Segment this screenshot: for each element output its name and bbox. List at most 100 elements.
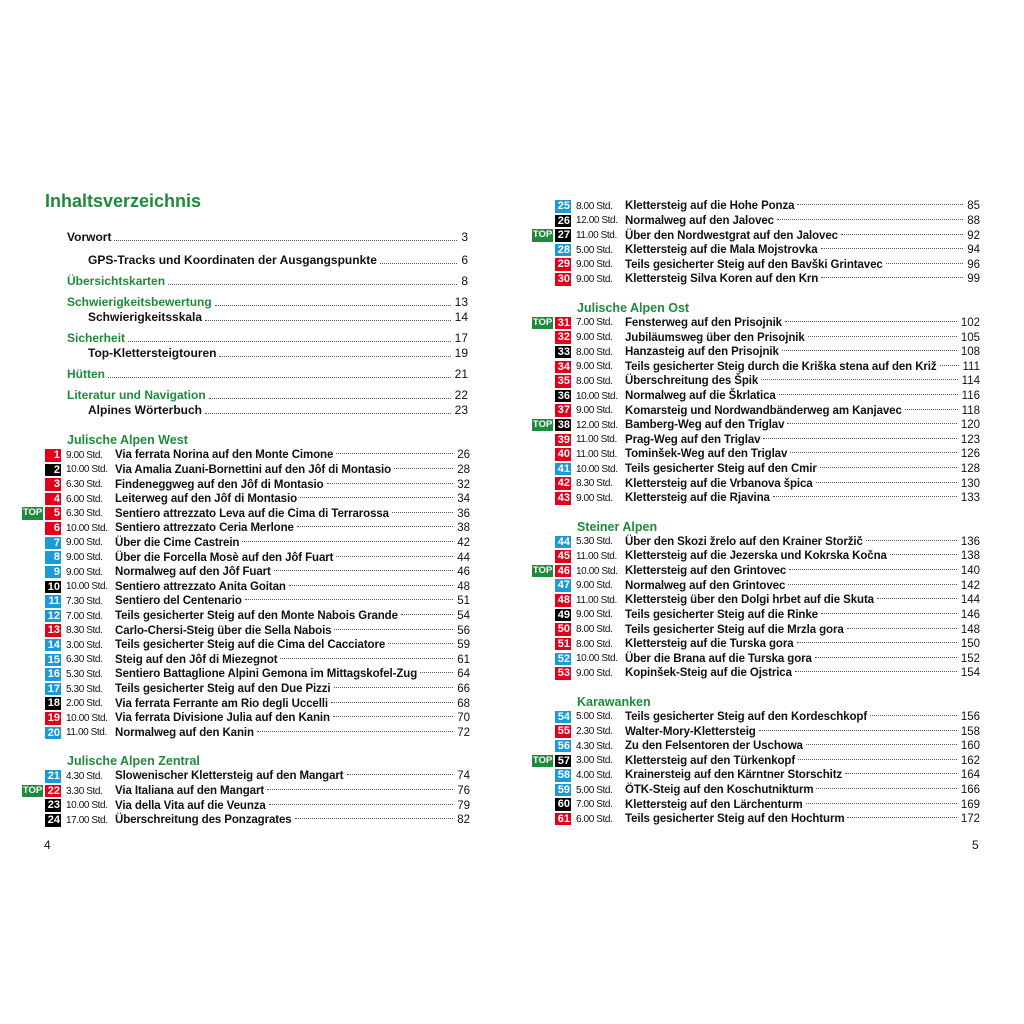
route-page: 28 [457,463,470,476]
route-title: Über die Cime Castrein [115,536,240,549]
route-title: Findeneggweg auf den Jôf di Montasio [115,478,324,491]
route-title: Teils gesicherter Steig auf die Cima del… [115,639,386,652]
route-entry: 36 10.00 Std. Normalweg auf die Škrlatica 1… [555,389,980,404]
entry-page: 13 [454,295,468,309]
entry-title: Alpines Wörterbuch [88,403,203,417]
route-page: 96 [967,258,980,271]
route-number: 36 [555,389,571,403]
route-time: 3.00 Std. [576,755,613,767]
region: Julische Alpen West 1 9.00 Std. Via ferrata… [22,432,470,740]
route-time: 5.30 Std. [66,668,103,680]
route-entry: TOP 57 3.00 Std. Klettersteig auf den Türke… [532,754,980,769]
route-entry: 51 8.00 Std. Klettersteig auf die Turska g… [555,637,980,652]
route-number: 34 [555,360,571,374]
route-time: 10.00 Std. [66,464,108,476]
leader-dots [870,714,957,716]
route-page: 85 [967,200,980,213]
leader-dots [326,482,454,484]
route-title: Sentiero Battaglione Alpini Gemona im Mi… [115,668,418,681]
leader-dots [394,467,454,469]
route-entry: 59 5.00 Std. ÖTK-Steig auf den Koschutnikt… [555,783,980,798]
route-time: 4.00 Std. [576,769,613,781]
leader-dots [242,540,454,542]
route-number: 51 [555,637,571,651]
route-entry: 13 8.30 Std. Carlo-Chersi-Steig über die S… [45,623,470,638]
route-time: 6.30 Std. [66,508,103,520]
route-title: Über die Brana auf die Turska gora [625,652,812,665]
route-entry: TOP 22 3.30 Std. Via Italiana auf den Manga… [22,784,470,799]
route-title: Via ferrata Ferrante am Rio degli Uccell… [115,697,328,710]
route-time: 2.00 Std. [66,698,103,710]
route-page: 128 [960,463,980,476]
route-number: 44 [555,535,571,549]
route-entry: 49 9.00 Std. Teils gesicherter Steig auf d… [555,608,980,623]
route-title: Klettersteig Silva Koren auf den Krn [625,273,819,286]
route-title: Normalweg auf den Kanin [115,726,254,739]
leader-dots [208,398,451,399]
route-entry: 50 8.00 Std. Teils gesicherter Steig auf d… [555,622,980,637]
route-entry: 45 11.00 Std. Klettersteig auf die Jezersk… [555,549,980,564]
route-number: 45 [555,550,571,563]
route-number: 5 [45,507,61,520]
front-section: Schwierigkeitsbewertung 13 Schwierigkeitss… [67,293,468,324]
route-title: Carlo-Chersi-Steig über die Sella Nabois [115,624,332,637]
route-entry: 29 9.00 Std. Teils gesicherter Steig auf d… [555,257,980,272]
route-page: 99 [967,273,980,286]
route-page: 74 [457,770,470,783]
route-time: 17.00 Std. [66,814,108,826]
route-page: 34 [457,493,470,506]
route-page: 111 [962,360,980,373]
route-title: Klettersteig auf die Vrbanova špica [625,477,813,490]
page-number: 5 [972,838,979,852]
entry-title: Sicherheit [67,331,126,345]
route-entry: 37 9.00 Std. Komarsteig und Nordwandbänder… [555,403,980,418]
leader-dots [797,204,964,206]
route-title: Prag-Weg auf den Triglav [625,433,761,446]
route-time: 3.00 Std. [66,639,103,651]
right-route-list: 25 8.00 Std. Klettersteig auf die Hohe Pon… [532,199,980,827]
route-entry: 54 5.00 Std. Teils gesicherter Steig auf d… [555,710,980,725]
route-entry: 60 7.00 Std. Klettersteig auf den Lärchent… [555,797,980,812]
route-page: 79 [457,799,470,812]
route-entry: 15 6.30 Std. Steig auf den Jôf di Miezegno… [45,653,470,668]
route-number: 13 [45,624,61,637]
route-entry: 44 5.30 Std. Über den Skozi žrelo auf den … [555,535,980,550]
toc-entry: Schwierigkeitsbewertung 13 [67,293,468,309]
route-entry: 41 10.00 Std. Teils gesicherter Steig auf … [555,462,980,477]
route-page: 146 [960,608,980,621]
route-page: 46 [457,566,470,579]
route-number: 33 [555,345,571,359]
leader-dots [847,817,957,819]
leader-dots [820,248,964,250]
route-entry: 4 6.00 Std. Leiterweg auf den Jôf di Monta… [45,492,470,507]
leader-dots [788,583,957,585]
route-number: 41 [555,462,571,476]
leader-dots [214,305,451,306]
route-time: 6.30 Std. [66,479,103,491]
route-number: 56 [555,739,571,753]
route-title: Überschreitung des Ponzagrates [115,814,292,827]
route-title: Klettersteig auf die Jezerska und Kokrsk… [625,550,887,563]
route-page: 172 [960,813,980,826]
route-number: 19 [45,712,61,725]
top-badge: TOP [22,784,43,798]
route-time: 10.00 Std. [576,463,618,475]
route-number: 43 [555,492,571,505]
route-page: 126 [960,448,980,461]
toc-entry: Sicherheit 17 [67,329,468,345]
route-entry: 26 12.00 Std. Normalweg auf den Jalovec 88 [555,214,980,229]
route-time: 11.00 Std. [576,434,617,446]
top-badge: TOP [532,229,553,242]
toc-entry: GPS-Tracks und Koordinaten der Ausgangsp… [67,252,468,267]
route-number: 49 [555,608,571,622]
leader-dots [889,554,957,556]
route-time: 5.30 Std. [576,536,613,548]
route-number: 6 [45,522,61,535]
route-number: 4 [45,492,61,506]
route-entry: 21 4.30 Std. Slowenischer Klettersteig auf… [45,769,470,784]
route-number: 2 [45,463,61,477]
route-number: 37 [555,404,571,417]
route-title: Krainersteig auf den Kärntner Storschitz [625,769,843,782]
route-entry: 10 10.00 Std. Sentiero attrezzato Anita Go… [45,579,470,594]
route-page: 94 [967,244,980,257]
